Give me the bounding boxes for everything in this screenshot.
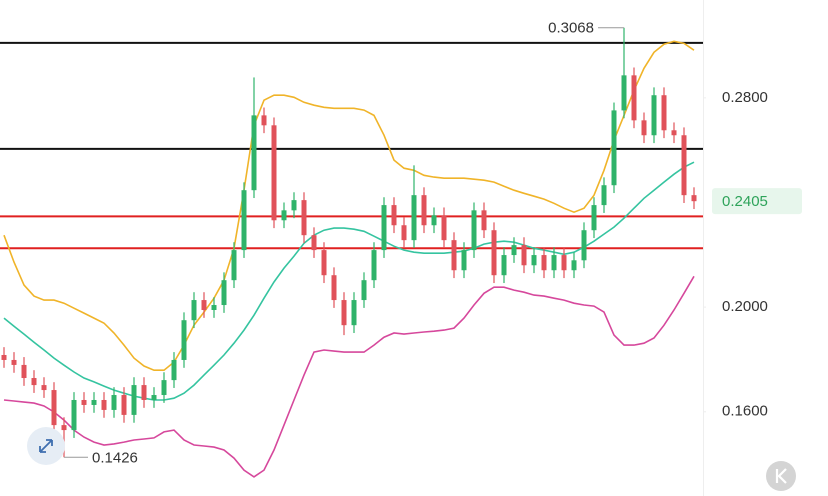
candle-body (411, 195, 417, 241)
candle-body (251, 115, 257, 191)
candle-body (421, 195, 427, 226)
y-tick-label: 0.1600 (722, 403, 768, 420)
annotation-label: 0.3068 (548, 20, 594, 37)
candle-body (21, 364, 27, 379)
candle-body (581, 230, 587, 261)
candle-body (501, 255, 507, 276)
expand-icon (39, 439, 53, 453)
candle-body (391, 205, 397, 226)
candle-body (481, 210, 487, 231)
annotations: 0.3068 0.1426 (64, 20, 624, 466)
candle-body (81, 399, 87, 405)
candle-body (211, 305, 217, 310)
candles (1, 27, 697, 458)
candle-body (151, 395, 157, 400)
candle-body (41, 385, 47, 391)
candle-body (561, 255, 567, 271)
candle-body (141, 385, 147, 400)
candle-body (181, 320, 187, 360)
candle-body (591, 205, 597, 231)
band-line (3, 40, 695, 371)
candle-body (681, 135, 687, 196)
candle-body (451, 240, 457, 271)
candle-body (71, 399, 77, 431)
y-tick-label: 0.2800 (722, 89, 768, 106)
candle-body (61, 425, 67, 431)
candle-body (631, 75, 637, 121)
candle-body (121, 395, 127, 415)
candle-body (311, 235, 317, 251)
candle-body (31, 378, 37, 386)
candle-body (541, 255, 547, 271)
candle-body (161, 380, 167, 396)
candle-body (261, 115, 267, 126)
candle-body (431, 215, 437, 226)
candle-body (491, 230, 497, 276)
candle-body (551, 255, 557, 271)
candle-body (611, 110, 617, 186)
candle-body (191, 300, 197, 321)
candle-body (521, 245, 527, 266)
candle-body (171, 359, 177, 381)
candle-body (671, 130, 677, 136)
scroll-latest-icon (775, 468, 787, 484)
candle-body (51, 390, 57, 426)
candle-body (1, 354, 7, 360)
candle-body (351, 300, 357, 326)
candle-body (531, 255, 537, 266)
candle-body (131, 385, 137, 415)
candle-body (441, 215, 447, 241)
candle-body (301, 200, 307, 236)
bands (3, 40, 695, 478)
candle-body (661, 95, 667, 131)
candle-body (231, 250, 237, 281)
candle-body (321, 250, 327, 276)
candle-body (221, 280, 227, 306)
candle-body (691, 195, 697, 202)
candle-body (511, 245, 517, 256)
candle-body (401, 225, 407, 241)
candle-body (371, 250, 377, 281)
candle-body (571, 260, 577, 271)
price-axis: 0.2800 0.2000 0.1600 0.2405 (703, 89, 802, 420)
annotation-label: 0.1426 (92, 449, 138, 466)
band-line (3, 275, 695, 478)
last-price-label: 0.2405 (722, 193, 768, 210)
candle-body (461, 250, 467, 271)
last-price-box (712, 188, 802, 215)
candle-body (291, 200, 297, 211)
candle-body (471, 210, 477, 251)
candle-body (361, 280, 367, 301)
candle-body (621, 75, 627, 111)
scroll-latest-bg[interactable] (766, 461, 796, 491)
y-tick-label: 0.2000 (722, 298, 768, 315)
candle-body (381, 205, 387, 251)
candle-body (101, 399, 107, 410)
candle-body (341, 300, 347, 326)
candle-body (111, 395, 117, 410)
candle-body (651, 95, 657, 136)
expand-button[interactable] (27, 427, 65, 465)
scroll-latest-button[interactable] (766, 461, 796, 491)
band-line (3, 161, 695, 401)
candle-body (601, 185, 607, 206)
candle-body (281, 210, 287, 221)
candle-body (91, 399, 97, 405)
candle-body (271, 125, 277, 221)
candle-body (11, 359, 17, 365)
candle-body (331, 275, 337, 301)
candle-body (241, 190, 247, 251)
candle-body (641, 120, 647, 136)
candle-body (201, 300, 207, 310)
